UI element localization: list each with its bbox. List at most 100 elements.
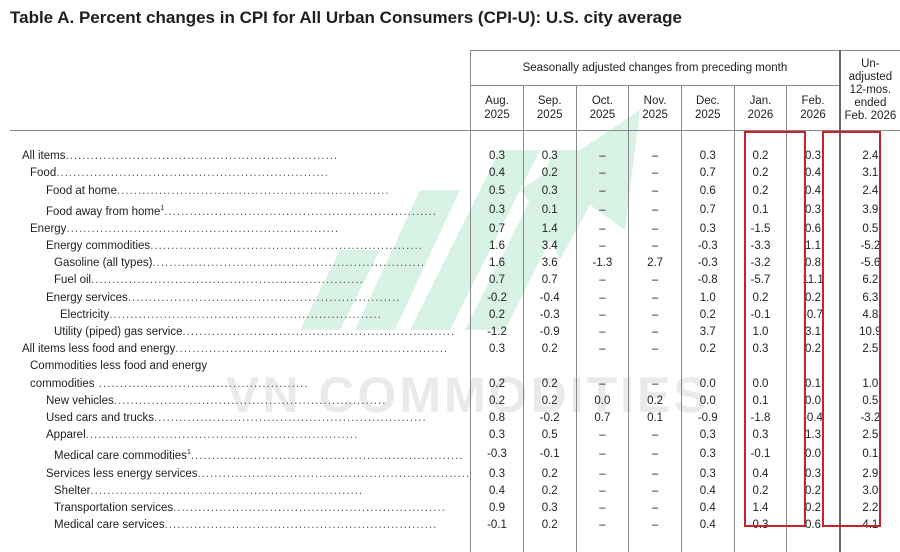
value-cell: 0.3 bbox=[680, 220, 735, 239]
value-cell: 0.2 bbox=[522, 482, 577, 500]
row-label-text: New vehicles bbox=[46, 394, 114, 407]
unadjusted-value-cell: 2.9 bbox=[838, 465, 900, 483]
row-label: New vehicles............................… bbox=[10, 393, 471, 410]
month-header: Nov. 2025 bbox=[628, 85, 682, 131]
table-row: Electricity.............................… bbox=[10, 306, 900, 325]
row-label: All items...............................… bbox=[10, 148, 471, 165]
value-cell: 0.3 bbox=[470, 148, 524, 166]
value-cell: 0.2 bbox=[628, 392, 682, 411]
value-cell: -0.9 bbox=[680, 410, 735, 428]
row-label: Fuel oil................................… bbox=[10, 272, 471, 289]
value-cell: -0.4 bbox=[522, 289, 577, 307]
unadjusted-value-cell: 10.9 bbox=[838, 324, 900, 342]
row-label: Food away from home1....................… bbox=[10, 200, 471, 221]
value-cell: 0.2 bbox=[522, 465, 577, 483]
leader-dots: ........................................… bbox=[56, 167, 329, 180]
value-cell: 0.1 bbox=[628, 410, 682, 428]
footnote-marker: 1 bbox=[186, 449, 191, 457]
value-cell: 1.0 bbox=[680, 289, 735, 307]
unadjusted-value-cell: 3.1 bbox=[838, 165, 900, 183]
value-cell: – bbox=[628, 238, 682, 256]
value-cell: – bbox=[628, 324, 682, 342]
value-cell: 0.2 bbox=[470, 306, 524, 325]
value-cell: 0.3 bbox=[680, 148, 735, 166]
value-cell: – bbox=[575, 199, 629, 221]
unadjusted-value-cell: 6.2 bbox=[838, 272, 900, 290]
value-cell: 0.8 bbox=[786, 255, 840, 273]
value-cell: 0.2 bbox=[522, 358, 577, 393]
row-label-text: Apparel bbox=[46, 429, 86, 442]
unadjusted-header: Un- adjusted 12-mos. ended Feb. 2026 bbox=[838, 50, 900, 131]
value-cell: -1.2 bbox=[470, 324, 524, 342]
value-cell: -0.1 bbox=[733, 444, 787, 466]
value-cell: 0.2 bbox=[522, 392, 577, 411]
leader-dots: ........................................… bbox=[173, 501, 446, 514]
value-cell: 0.4 bbox=[733, 465, 787, 483]
row-label-text: Electricity bbox=[60, 308, 110, 321]
row-label-text: Medical care commodities bbox=[54, 450, 187, 463]
month-header: Feb. 2026 bbox=[786, 85, 840, 131]
leader-dots: ........................................… bbox=[182, 326, 456, 339]
value-cell: 0.3 bbox=[786, 465, 840, 483]
value-cell: 1.0 bbox=[733, 324, 787, 342]
value-cell: -3.2 bbox=[733, 255, 787, 273]
value-cell: 11.1 bbox=[786, 272, 840, 290]
table-row: Fuel oil................................… bbox=[10, 272, 900, 290]
value-cell: 0.1 bbox=[733, 199, 787, 221]
row-label: Food at home............................… bbox=[10, 183, 471, 200]
unadjusted-value-cell: 2.4 bbox=[838, 148, 900, 166]
value-cell: – bbox=[628, 499, 682, 518]
table-row: Medical care commodities1...............… bbox=[10, 444, 900, 466]
value-cell: – bbox=[575, 148, 629, 166]
table-row: Apparel.................................… bbox=[10, 427, 900, 445]
table-row: Shelter.................................… bbox=[10, 482, 900, 500]
row-label: Apparel.................................… bbox=[10, 427, 471, 444]
row-label: Shelter.................................… bbox=[10, 483, 471, 500]
table-row: Used cars and trucks....................… bbox=[10, 410, 900, 428]
value-cell: 0.4 bbox=[470, 165, 524, 183]
table-row: Energy services.........................… bbox=[10, 289, 900, 307]
value-cell: 0.3 bbox=[470, 341, 524, 359]
value-cell: 0.2 bbox=[786, 289, 840, 307]
leader-dots: ........................................… bbox=[116, 184, 390, 197]
unadjusted-value-cell: 0.5 bbox=[838, 392, 900, 411]
value-cell: – bbox=[628, 306, 682, 325]
value-cell: – bbox=[575, 499, 629, 518]
value-cell: 0.3 bbox=[522, 148, 577, 166]
unadjusted-value-cell: 3.9 bbox=[838, 199, 900, 221]
value-cell: 1.3 bbox=[786, 427, 840, 445]
value-cell: -0.1 bbox=[522, 444, 577, 466]
value-cell: – bbox=[575, 289, 629, 307]
leader-dots: ........................................… bbox=[127, 291, 401, 304]
value-cell: 0.6 bbox=[786, 220, 840, 239]
row-label-text: All items less food and energy bbox=[22, 343, 176, 356]
value-cell: 0.1 bbox=[786, 358, 840, 393]
value-cell: – bbox=[575, 341, 629, 359]
value-cell: 3.4 bbox=[522, 238, 577, 256]
value-cell: -0.3 bbox=[522, 306, 577, 325]
table-title: Table A. Percent changes in CPI for All … bbox=[10, 8, 682, 27]
row-label: Energy services.........................… bbox=[10, 290, 471, 307]
row-label-line1: Commodities less food and energy bbox=[30, 360, 208, 373]
unadjusted-value-cell: 2.5 bbox=[838, 341, 900, 359]
value-cell: -0.2 bbox=[522, 410, 577, 428]
unadjusted-value-cell: 3.0 bbox=[838, 482, 900, 500]
value-cell: 0.3 bbox=[470, 199, 524, 221]
value-cell: – bbox=[575, 220, 629, 239]
row-label: Utility (piped) gas service.............… bbox=[10, 324, 471, 341]
month-header: Dec. 2025 bbox=[680, 85, 735, 131]
value-cell: – bbox=[628, 272, 682, 290]
row-label-text: Energy bbox=[30, 222, 67, 235]
value-cell: 0.2 bbox=[680, 306, 735, 325]
value-cell: 0.3 bbox=[680, 427, 735, 445]
value-cell: 0.0 bbox=[680, 392, 735, 411]
row-label-text: Food at home bbox=[46, 184, 117, 197]
value-cell: 0.3 bbox=[733, 517, 787, 535]
value-cell: – bbox=[628, 148, 682, 166]
row-label: Electricity.............................… bbox=[10, 307, 471, 324]
leader-dots: ........................................… bbox=[154, 412, 427, 425]
value-cell: -1.3 bbox=[575, 255, 629, 273]
value-cell: 0.0 bbox=[575, 392, 629, 411]
unadjusted-value-cell: 2.4 bbox=[838, 182, 900, 200]
value-cell: – bbox=[628, 427, 682, 445]
